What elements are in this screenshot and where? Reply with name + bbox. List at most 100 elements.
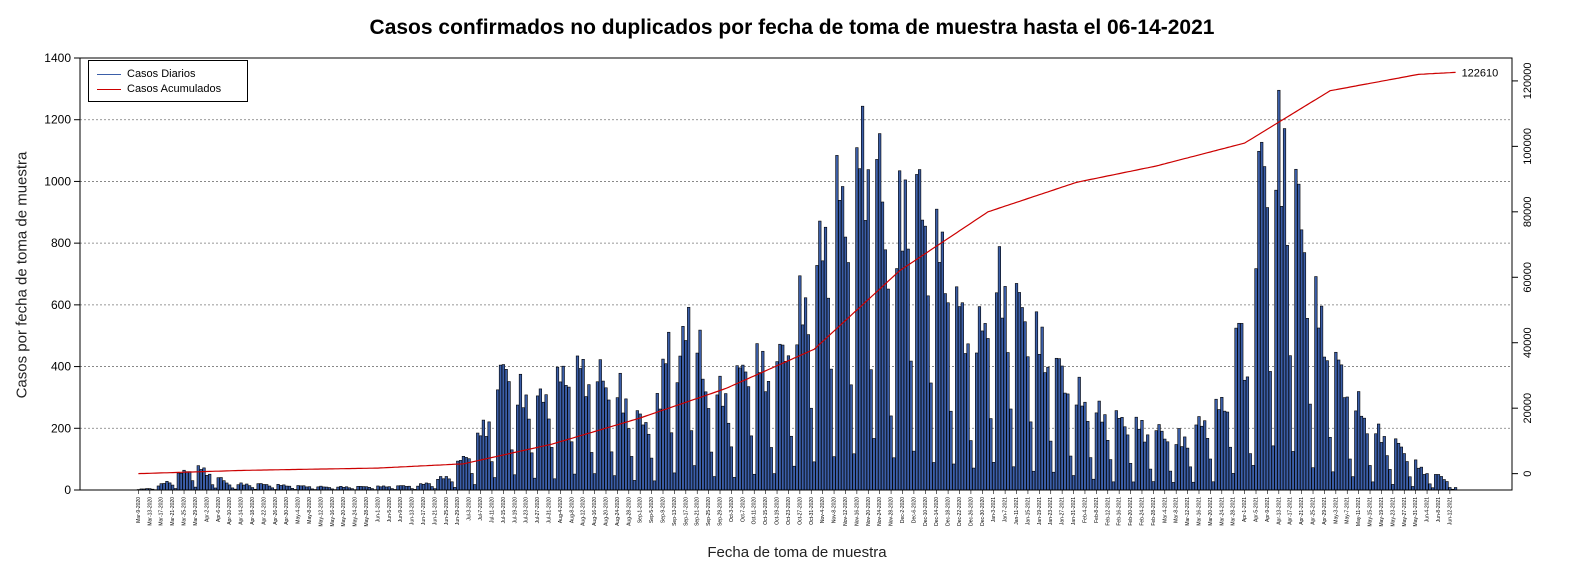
x-tick-label: Jan-7-2021 — [1003, 497, 1009, 523]
bar — [419, 483, 423, 491]
bar — [1305, 318, 1309, 491]
bar — [1194, 424, 1198, 491]
bar — [538, 388, 542, 491]
bar — [812, 461, 816, 491]
bar — [424, 482, 428, 491]
bar — [1345, 396, 1349, 491]
bar — [846, 262, 850, 491]
bar — [704, 391, 708, 491]
bar — [943, 293, 947, 491]
bar — [496, 389, 500, 491]
legend-item-cumulative: Casos Acumulados — [97, 83, 221, 95]
bar — [1277, 89, 1281, 491]
bar — [923, 225, 927, 491]
bar — [356, 486, 360, 491]
bar — [655, 393, 659, 491]
bar — [1160, 430, 1164, 491]
bar — [946, 302, 950, 491]
bar — [994, 292, 999, 491]
x-tick-label: May-4-2020 — [296, 497, 302, 524]
x-tick-label: Mar-9-2020 — [136, 497, 142, 523]
x-tick-label: Nov-4-2020 — [820, 497, 826, 523]
bar — [1285, 245, 1289, 491]
bar — [818, 220, 822, 491]
bar — [1040, 326, 1044, 491]
bar — [1354, 410, 1358, 491]
x-tick-label: Mar-13-2020 — [147, 497, 153, 526]
x-tick-label: May-16-2020 — [330, 497, 336, 527]
bar — [980, 330, 984, 491]
x-tick-label: Jun-21-2020 — [432, 497, 438, 525]
bar — [712, 476, 716, 491]
bar — [587, 384, 591, 491]
x-tick-label: May-15-2021 — [1368, 497, 1374, 527]
x-tick-label: Apr-25-2021 — [1311, 497, 1317, 525]
x-tick-label: Mar-20-2021 — [1208, 497, 1214, 526]
bar — [667, 331, 671, 491]
x-tick-label: Dec-14-2020 — [934, 497, 940, 526]
bar — [1371, 481, 1375, 491]
x-tick-label: May-8-2020 — [307, 497, 313, 524]
bar — [721, 405, 725, 491]
x-tick-label: Jun-29-2020 — [455, 497, 461, 525]
x-tick-label: Jun-8-2021 — [1436, 497, 1442, 523]
bar — [267, 485, 272, 491]
bar — [661, 358, 665, 491]
x-tick-label: Mar-16-2021 — [1196, 497, 1202, 526]
line-layer — [138, 71, 1456, 475]
x-tick-label: Dec-6-2020 — [911, 497, 917, 523]
bar — [1003, 286, 1007, 491]
bar — [570, 441, 574, 491]
bar — [518, 373, 523, 491]
bar — [1362, 417, 1366, 491]
bar — [265, 484, 269, 491]
bars-layer — [136, 89, 1458, 491]
x-tick-label: Apr-2-2020 — [204, 497, 210, 522]
bar — [513, 474, 517, 491]
bar — [1382, 436, 1386, 491]
bar — [1314, 276, 1318, 491]
legend-item-daily: Casos Diarios — [97, 68, 195, 80]
x-tick-label: Apr-1-2021 — [1242, 497, 1248, 522]
bar — [1183, 436, 1187, 491]
bar — [421, 484, 426, 491]
bar — [279, 485, 283, 491]
bar — [872, 438, 876, 491]
bar — [1197, 416, 1201, 491]
bar — [795, 344, 799, 491]
x-tick-label: Apr-17-2021 — [1288, 497, 1294, 525]
bar — [159, 483, 163, 491]
x-tick-label: Mar-8-2021 — [1174, 497, 1180, 523]
bar — [1385, 455, 1389, 491]
x-tick-label: Apr-26-2020 — [273, 497, 279, 525]
bar — [749, 435, 753, 491]
bar — [242, 484, 246, 491]
bar — [1434, 474, 1438, 491]
legend: Casos Diarios Casos Acumulados — [88, 60, 248, 102]
x-tick-label: Apr-5-2021 — [1254, 497, 1260, 522]
bar — [1163, 438, 1167, 491]
x-tick-label: Aug-4-2020 — [558, 497, 564, 523]
bar — [1023, 321, 1027, 491]
bar — [744, 371, 748, 491]
bar — [436, 479, 440, 491]
bar — [635, 410, 639, 491]
bar — [1419, 466, 1423, 491]
bar — [476, 432, 480, 491]
bar — [1282, 128, 1287, 491]
bar — [1188, 466, 1193, 491]
bar — [575, 355, 580, 491]
bar — [826, 297, 830, 491]
bar — [578, 368, 582, 491]
bar — [732, 477, 736, 491]
bar — [952, 463, 956, 491]
bar — [299, 485, 303, 491]
x-tick-label: Sep-17-2020 — [683, 497, 689, 526]
bar — [652, 480, 657, 491]
bar — [601, 380, 605, 491]
bar — [849, 384, 853, 491]
bar — [1428, 483, 1432, 491]
bar — [1066, 393, 1070, 491]
bar — [607, 399, 611, 491]
